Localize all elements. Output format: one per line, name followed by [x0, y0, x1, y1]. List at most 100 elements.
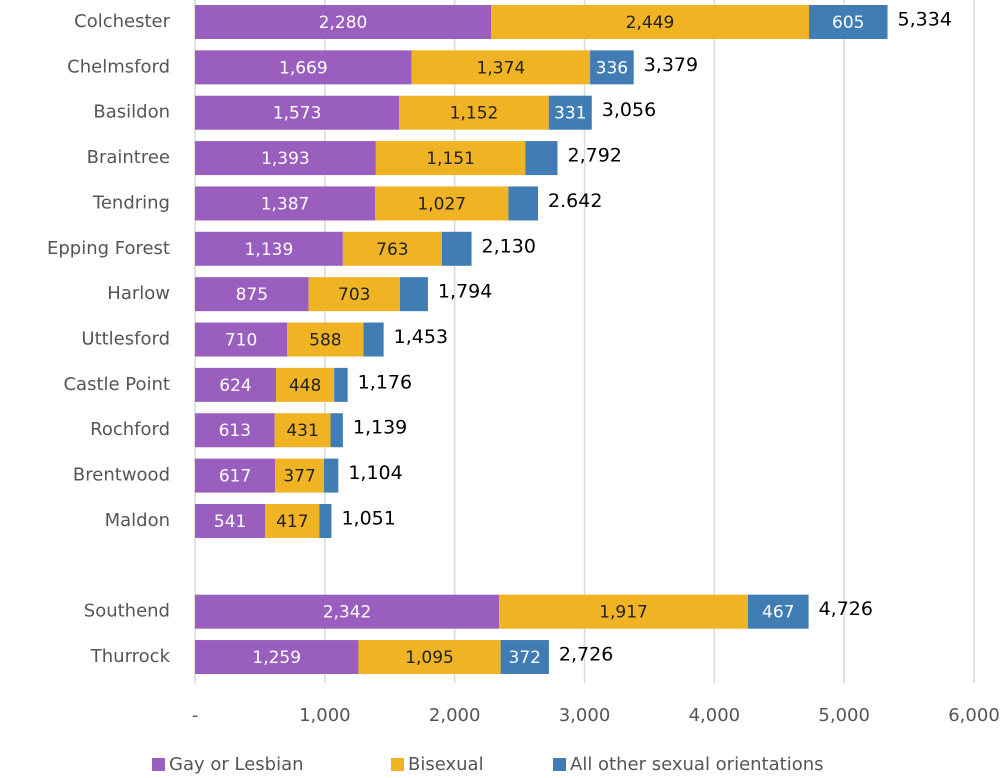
data-label: 1,152	[450, 104, 499, 124]
data-label: 763	[376, 240, 408, 260]
total-label: 5,334	[898, 9, 952, 31]
bar-segment	[195, 413, 275, 448]
data-label: 417	[276, 512, 308, 532]
bar-segment	[508, 186, 539, 221]
data-label: 1,917	[599, 603, 648, 623]
data-label: 588	[309, 331, 341, 351]
data-label: 2,280	[319, 13, 368, 33]
bar-segment	[334, 367, 348, 402]
bar-segment	[399, 277, 428, 312]
x-tick-label: 5,000	[818, 705, 870, 726]
data-label: 1,387	[261, 194, 310, 214]
data-label: 377	[283, 467, 315, 487]
total-label: 2,130	[482, 235, 536, 257]
bar-segment	[265, 503, 320, 538]
data-label: 624	[219, 376, 251, 396]
bar-segment	[195, 277, 309, 312]
bar-segment	[324, 458, 339, 493]
bar-segment	[275, 458, 325, 493]
data-label: 541	[214, 512, 246, 532]
data-label: 703	[338, 285, 370, 305]
bar-segment	[319, 503, 332, 538]
bar-segment	[195, 640, 359, 675]
bar-segment	[399, 95, 549, 130]
bar-segment	[499, 594, 748, 629]
data-label: 336	[596, 58, 628, 78]
data-label: 1,393	[261, 149, 310, 169]
bar-segment	[500, 640, 549, 675]
legend-label: All other sexual orientations	[570, 754, 824, 775]
data-label: 1,669	[279, 58, 328, 78]
total-label: 1,453	[394, 326, 448, 348]
legend-swatch	[553, 758, 566, 771]
bar-segment	[375, 186, 509, 221]
data-label: 331	[554, 104, 586, 124]
bar-segment	[274, 413, 331, 448]
data-label: 1,151	[426, 149, 475, 169]
data-label: 1,139	[245, 240, 294, 260]
y-tick-label: Rochford	[90, 419, 170, 440]
data-label: 617	[219, 467, 251, 487]
total-label: 1,139	[353, 417, 407, 439]
bar-segment	[548, 95, 592, 130]
total-label: 3,056	[602, 99, 656, 121]
y-tick-label: Thurrock	[90, 646, 171, 667]
total-label: 2,792	[567, 145, 621, 167]
data-label: 372	[509, 648, 541, 668]
y-tick-label: Braintree	[87, 147, 170, 168]
legend-label: Gay or Lesbian	[169, 754, 304, 775]
data-label: 613	[219, 421, 251, 441]
data-label: 1,259	[252, 648, 301, 668]
data-label: 710	[225, 331, 257, 351]
bar-segment	[195, 95, 400, 130]
bar-segment	[525, 141, 558, 176]
x-tick-label: 1,000	[299, 705, 351, 726]
bar-segment	[441, 231, 472, 266]
y-tick-label: Tendring	[92, 192, 170, 213]
data-label: 431	[286, 421, 318, 441]
y-tick-label: Basildon	[93, 102, 170, 123]
bar-segment	[195, 322, 288, 357]
y-tick-label: Brentwood	[73, 465, 170, 486]
x-tick-label: 6,000	[948, 705, 1000, 726]
legend-swatch	[152, 758, 165, 771]
total-label: 1,051	[341, 507, 395, 529]
bar-segment	[195, 186, 376, 221]
bar-segment	[808, 5, 888, 39]
data-label: 605	[832, 13, 864, 33]
bar-segment	[308, 277, 400, 312]
bar-segment	[195, 5, 492, 39]
bar-segment	[195, 231, 343, 266]
data-label: 875	[236, 285, 268, 305]
total-label: 1,794	[438, 281, 492, 303]
total-label: 1,104	[348, 462, 402, 484]
data-label: 2,449	[626, 13, 675, 33]
total-label: 2,726	[559, 644, 613, 666]
total-label: 1,176	[358, 371, 412, 393]
legend-swatch	[391, 758, 404, 771]
data-label: 448	[289, 376, 321, 396]
bar-segment	[195, 367, 277, 402]
total-label: 4,726	[819, 598, 873, 620]
y-tick-label: Chelmsford	[67, 56, 170, 77]
bar-segment	[195, 141, 376, 176]
bar-segment	[330, 413, 343, 448]
y-tick-label: Colchester	[74, 11, 170, 32]
data-label: 467	[762, 603, 794, 623]
total-label: 2.642	[548, 190, 602, 212]
bar-segment	[287, 322, 364, 357]
bar-segment	[411, 50, 591, 85]
bar-segment	[358, 640, 501, 675]
x-tick-label: 3,000	[559, 705, 611, 726]
data-label: 1,374	[477, 58, 526, 78]
bar-segment	[276, 367, 335, 402]
bar-segment	[363, 322, 384, 357]
legend-label: Bisexual	[408, 754, 484, 775]
x-tick-label: 2,000	[429, 705, 481, 726]
total-label: 3,379	[644, 54, 698, 76]
bar-segment	[195, 503, 266, 538]
bar-segment	[747, 594, 809, 629]
data-label: 1,027	[417, 194, 466, 214]
data-label: 1,573	[273, 104, 322, 124]
